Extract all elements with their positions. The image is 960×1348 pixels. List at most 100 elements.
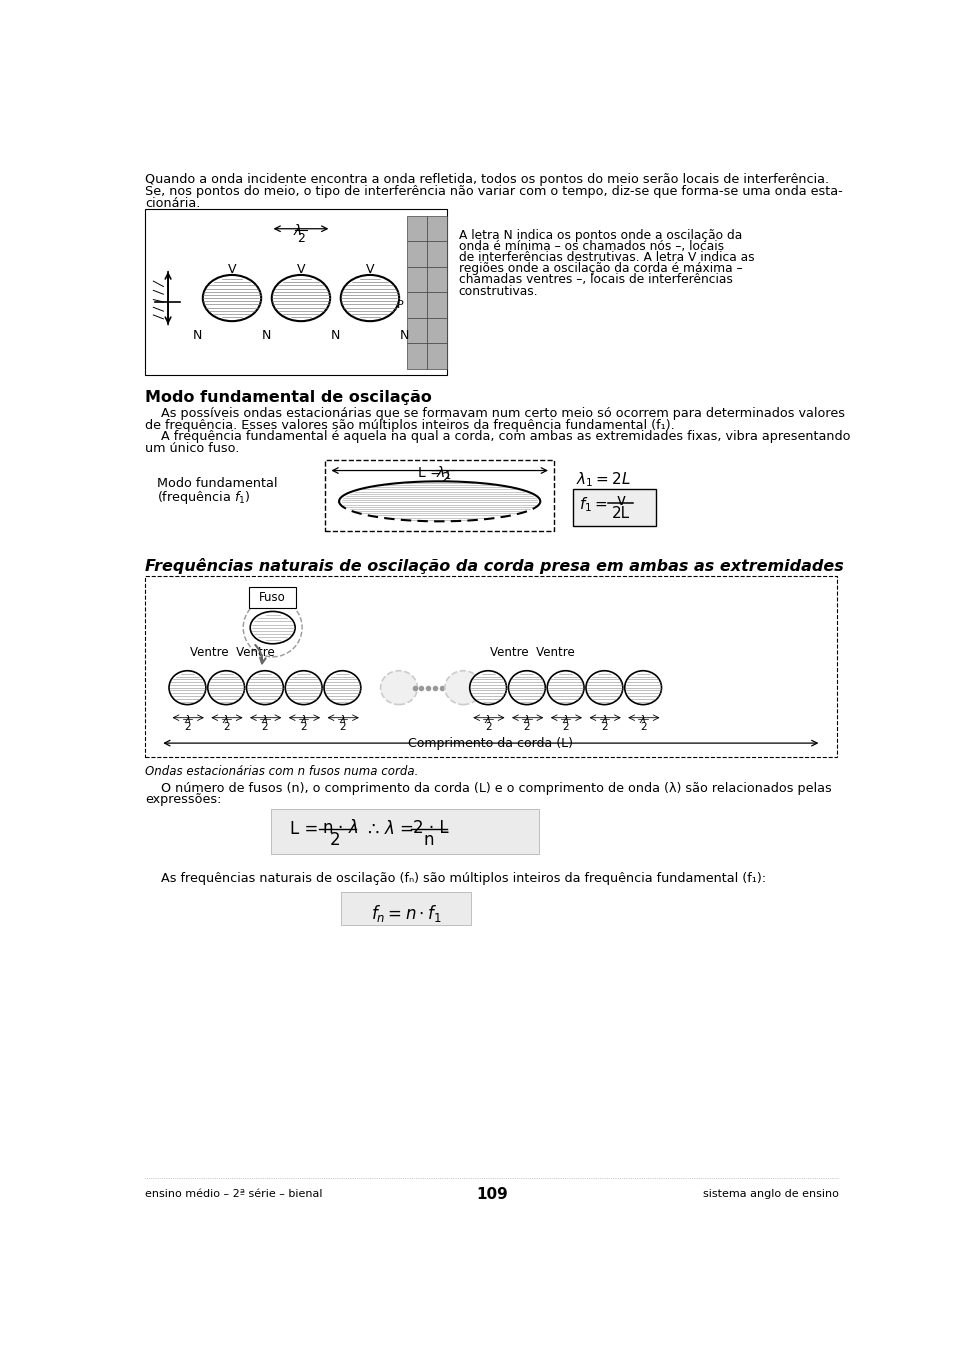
Ellipse shape <box>444 671 482 705</box>
Text: sistema anglo de ensino: sistema anglo de ensino <box>704 1189 839 1198</box>
Text: Modo fundamental: Modo fundamental <box>157 477 277 489</box>
Bar <box>427 241 447 267</box>
Text: 2: 2 <box>300 721 307 732</box>
Text: $\lambda_1 = 2L$: $\lambda_1 = 2L$ <box>576 470 631 489</box>
Bar <box>427 344 447 369</box>
Text: construtivas.: construtivas. <box>459 284 539 298</box>
Text: 2: 2 <box>329 830 340 849</box>
Text: 2: 2 <box>339 721 346 732</box>
Text: 2: 2 <box>563 721 569 732</box>
Text: $f_1 =$: $f_1 =$ <box>579 495 608 514</box>
Text: Ventre  Ventre: Ventre Ventre <box>190 646 275 659</box>
Text: expressões:: expressões: <box>145 793 222 806</box>
Text: Frequências naturais de oscilação da corda presa em ambas as extremidades: Frequências naturais de oscilação da cor… <box>145 558 844 573</box>
Text: $\lambda$: $\lambda$ <box>223 713 230 725</box>
Text: V: V <box>366 263 374 276</box>
Text: 2: 2 <box>442 472 450 485</box>
Ellipse shape <box>169 671 205 705</box>
Text: $\lambda$: $\lambda$ <box>639 713 647 725</box>
Text: $\lambda$: $\lambda$ <box>261 713 269 725</box>
Bar <box>407 216 427 241</box>
Text: P: P <box>397 299 404 310</box>
Text: $\therefore$: $\therefore$ <box>364 820 380 838</box>
Text: V: V <box>297 263 305 276</box>
Bar <box>145 576 837 758</box>
Bar <box>407 267 427 293</box>
Text: $\lambda$: $\lambda$ <box>183 713 191 725</box>
Text: 2: 2 <box>262 721 268 732</box>
Text: A frequência fundamental é aquela na qual a corda, com ambas as extremidades fix: A frequência fundamental é aquela na qua… <box>145 430 851 443</box>
Ellipse shape <box>247 671 283 705</box>
Text: regiões onde a oscilação da corda é máxima –: regiões onde a oscilação da corda é máxi… <box>459 263 742 275</box>
Bar <box>572 489 657 526</box>
Ellipse shape <box>586 671 623 705</box>
Ellipse shape <box>509 671 545 705</box>
Bar <box>341 892 471 925</box>
Text: 2 · L: 2 · L <box>413 818 448 837</box>
Bar <box>427 267 447 293</box>
Text: Comprimento da corda (L): Comprimento da corda (L) <box>408 737 573 749</box>
Bar <box>325 460 554 531</box>
Text: A letra N indica os pontos onde a oscilação da: A letra N indica os pontos onde a oscila… <box>459 229 742 241</box>
Bar <box>145 209 447 375</box>
Text: As frequências naturais de oscilação (fₙ) são múltiplos inteiros da frequência f: As frequências naturais de oscilação (fₙ… <box>145 872 766 886</box>
Bar <box>407 241 427 267</box>
Bar <box>427 293 447 318</box>
Bar <box>427 216 447 241</box>
Ellipse shape <box>547 671 584 705</box>
Text: 2: 2 <box>485 721 492 732</box>
Text: V: V <box>228 263 236 276</box>
Text: $\lambda$: $\lambda$ <box>339 713 347 725</box>
Text: $\lambda$: $\lambda$ <box>562 713 569 725</box>
Text: um único fuso.: um único fuso. <box>145 442 239 456</box>
Bar <box>407 318 427 344</box>
Text: 2L: 2L <box>612 506 630 520</box>
Text: $\lambda$: $\lambda$ <box>300 713 307 725</box>
Text: Se, nos pontos do meio, o tipo de interferência não variar com o tempo, diz-se q: Se, nos pontos do meio, o tipo de interf… <box>145 185 843 198</box>
Text: N: N <box>399 329 409 342</box>
Text: de frequência. Esses valores são múltiplos inteiros da frequência fundamental (f: de frequência. Esses valores são múltipl… <box>145 419 675 431</box>
Text: $\lambda_1$: $\lambda_1$ <box>436 464 452 481</box>
Text: 2: 2 <box>601 721 608 732</box>
Text: $\lambda$ =: $\lambda$ = <box>383 820 414 838</box>
Ellipse shape <box>207 671 245 705</box>
Text: 2: 2 <box>184 721 191 732</box>
Text: 2: 2 <box>523 721 530 732</box>
Text: n · $\lambda$: n · $\lambda$ <box>322 818 358 837</box>
Text: N: N <box>331 329 340 342</box>
Ellipse shape <box>625 671 661 705</box>
Ellipse shape <box>272 275 330 321</box>
Text: ensino médio – 2ª série – bienal: ensino médio – 2ª série – bienal <box>145 1189 323 1198</box>
Ellipse shape <box>285 671 323 705</box>
Bar <box>407 293 427 318</box>
Text: $\lambda$: $\lambda$ <box>523 713 531 725</box>
Ellipse shape <box>341 275 399 321</box>
Bar <box>407 344 427 369</box>
Text: 2: 2 <box>297 232 305 245</box>
Text: (frequência $f_1$): (frequência $f_1$) <box>157 489 251 506</box>
Text: chamadas ventres –, locais de interferências: chamadas ventres –, locais de interferên… <box>459 274 732 286</box>
FancyBboxPatch shape <box>250 586 296 608</box>
Text: $\lambda$: $\lambda$ <box>485 713 492 725</box>
Ellipse shape <box>469 671 507 705</box>
Text: 2: 2 <box>639 721 646 732</box>
Ellipse shape <box>251 612 295 644</box>
Ellipse shape <box>203 275 261 321</box>
Text: 109: 109 <box>476 1188 508 1202</box>
Text: Ventre  Ventre: Ventre Ventre <box>491 646 575 659</box>
Text: Quando a onda incidente encontra a onda refletida, todos os pontos do meio serão: Quando a onda incidente encontra a onda … <box>145 173 828 186</box>
Text: Ondas estacionárias com n fusos numa corda.: Ondas estacionárias com n fusos numa cor… <box>145 764 419 778</box>
Text: N: N <box>262 329 271 342</box>
Text: onda é mínima – os chamados nós –, locais: onda é mínima – os chamados nós –, locai… <box>459 240 724 253</box>
Text: cionária.: cionária. <box>145 197 201 210</box>
Text: $f_n = n \cdot f_1$: $f_n = n \cdot f_1$ <box>371 903 442 923</box>
Text: O número de fusos (n), o comprimento da corda (L) e o comprimento de onda (λ) sã: O número de fusos (n), o comprimento da … <box>145 782 831 794</box>
Ellipse shape <box>380 671 418 705</box>
Text: L =: L = <box>291 820 319 838</box>
Bar <box>271 809 539 855</box>
Ellipse shape <box>324 671 361 705</box>
Bar <box>427 318 447 344</box>
Text: n: n <box>423 830 434 849</box>
Text: 2: 2 <box>223 721 229 732</box>
Text: $\lambda$: $\lambda$ <box>293 224 302 239</box>
